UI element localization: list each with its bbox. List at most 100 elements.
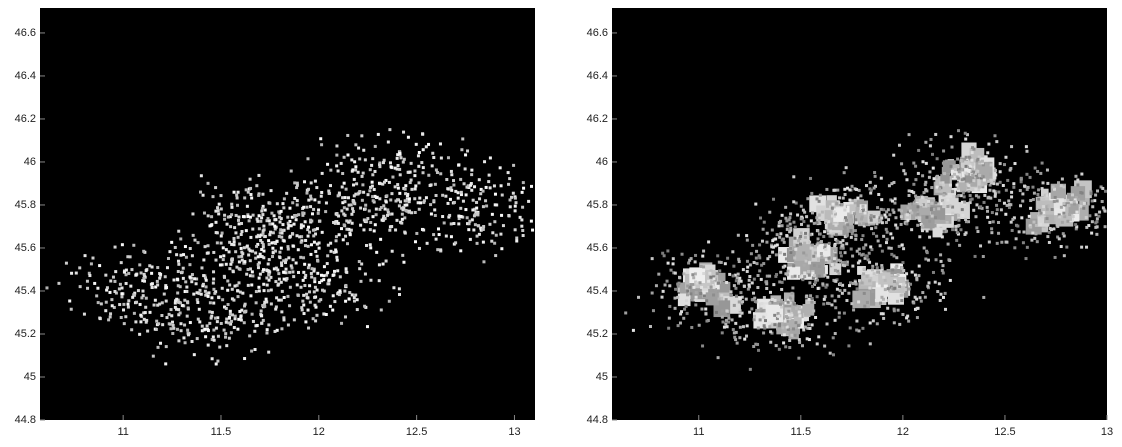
raster-pixel: [968, 156, 971, 159]
raster-pixel: [161, 323, 164, 326]
raster-pixel: [482, 205, 485, 208]
raster-pixel: [254, 348, 257, 351]
raster-pixel: [470, 173, 473, 176]
raster-pixel: [499, 166, 502, 169]
raster-pixel: [1042, 205, 1045, 208]
raster-pixel: [475, 201, 478, 204]
raster-pixel: [708, 272, 711, 275]
raster-pixel: [375, 251, 378, 254]
y-tick-label: 45.8: [587, 199, 608, 211]
raster-pixel: [321, 172, 324, 175]
raster-pixel: [775, 273, 778, 276]
raster-pixel: [804, 236, 807, 239]
raster-pixel: [90, 262, 93, 265]
raster-pixel: [936, 186, 939, 189]
raster-pixel: [430, 183, 433, 186]
raster-pixel: [861, 327, 864, 330]
raster-pixel: [734, 322, 737, 325]
raster-pixel: [938, 187, 941, 190]
raster-pixel: [482, 260, 485, 263]
raster-pixel: [501, 194, 504, 197]
raster-pixel: [207, 182, 210, 185]
raster-pixel: [481, 228, 484, 231]
raster-pixel: [235, 194, 238, 197]
raster-pixel: [502, 224, 505, 227]
raster-pixel: [855, 320, 858, 323]
raster-pixel: [359, 207, 362, 210]
raster-pixel: [798, 305, 801, 308]
raster-pixel: [937, 207, 940, 210]
raster-pixel: [781, 326, 784, 329]
raster-pixel: [388, 300, 391, 303]
raster-pixel: [1090, 192, 1093, 195]
raster-pixel: [839, 251, 842, 254]
raster-pixel: [321, 231, 324, 234]
raster-pixel: [783, 241, 786, 244]
raster-pixel: [281, 290, 284, 293]
raster-pixel: [920, 300, 923, 303]
raster-pixel: [894, 197, 897, 200]
raster-pixel: [397, 187, 400, 190]
raster-pixel: [916, 213, 919, 216]
raster-pixel: [263, 235, 266, 238]
raster-pixel: [736, 276, 739, 279]
raster-pixel: [286, 216, 289, 219]
raster-pixel: [1032, 221, 1035, 224]
raster-pixel: [279, 256, 282, 259]
raster-pixel: [806, 337, 809, 340]
raster-pixel: [863, 292, 866, 295]
raster-pixel: [907, 206, 910, 209]
raster-pixel: [946, 205, 949, 208]
raster-pixel: [303, 312, 306, 315]
raster-pixel: [183, 324, 186, 327]
raster-pixel: [170, 314, 173, 317]
raster-pixel: [175, 308, 178, 311]
raster-pixel: [405, 203, 408, 206]
raster-pixel: [290, 170, 293, 173]
raster-pixel: [972, 209, 975, 212]
raster-pixel: [823, 230, 826, 233]
raster-pixel: [159, 273, 162, 276]
raster-pixel: [239, 268, 242, 271]
raster-pixel: [169, 327, 172, 330]
raster-pixel: [278, 235, 281, 238]
raster-pixel: [310, 243, 313, 246]
raster-pixel: [724, 262, 727, 265]
raster-pixel: [414, 240, 417, 243]
raster-pixel: [346, 208, 349, 211]
raster-pixel: [711, 281, 714, 284]
raster-pixel: [279, 221, 282, 224]
raster-pixel: [328, 279, 331, 282]
raster-pixel: [156, 266, 159, 269]
raster-pixel: [138, 333, 141, 336]
raster-pixel: [864, 243, 867, 246]
raster-pixel: [361, 175, 364, 178]
raster-pixel: [471, 208, 474, 211]
raster-pixel: [303, 284, 306, 287]
raster-pixel: [88, 274, 91, 277]
raster-pixel: [165, 286, 168, 289]
raster-pixel: [457, 215, 460, 218]
raster-pixel: [463, 182, 466, 185]
raster-pixel: [384, 208, 387, 211]
raster-pixel: [450, 189, 453, 192]
raster-pixel: [956, 231, 959, 234]
raster-pixel: [816, 243, 819, 246]
y-tick-label: 45: [24, 371, 36, 383]
raster-pixel: [418, 197, 421, 200]
raster-pixel: [678, 282, 681, 285]
raster-pixel: [992, 189, 995, 192]
raster-pixel: [925, 162, 928, 165]
raster-pixel: [70, 272, 73, 275]
raster-pixel: [917, 274, 920, 277]
raster-pixel: [318, 281, 321, 284]
raster-pixel: [426, 242, 429, 245]
raster-pixel: [186, 315, 189, 318]
raster-pixel: [996, 242, 999, 245]
raster-pixel: [1058, 237, 1061, 240]
raster-pixel: [731, 250, 734, 253]
raster-pixel: [841, 244, 844, 247]
raster-pixel: [331, 309, 334, 312]
raster-pixel: [958, 244, 961, 247]
raster-pixel: [1019, 204, 1022, 207]
